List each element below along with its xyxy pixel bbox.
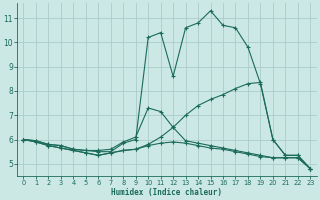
X-axis label: Humidex (Indice chaleur): Humidex (Indice chaleur) (111, 188, 222, 197)
